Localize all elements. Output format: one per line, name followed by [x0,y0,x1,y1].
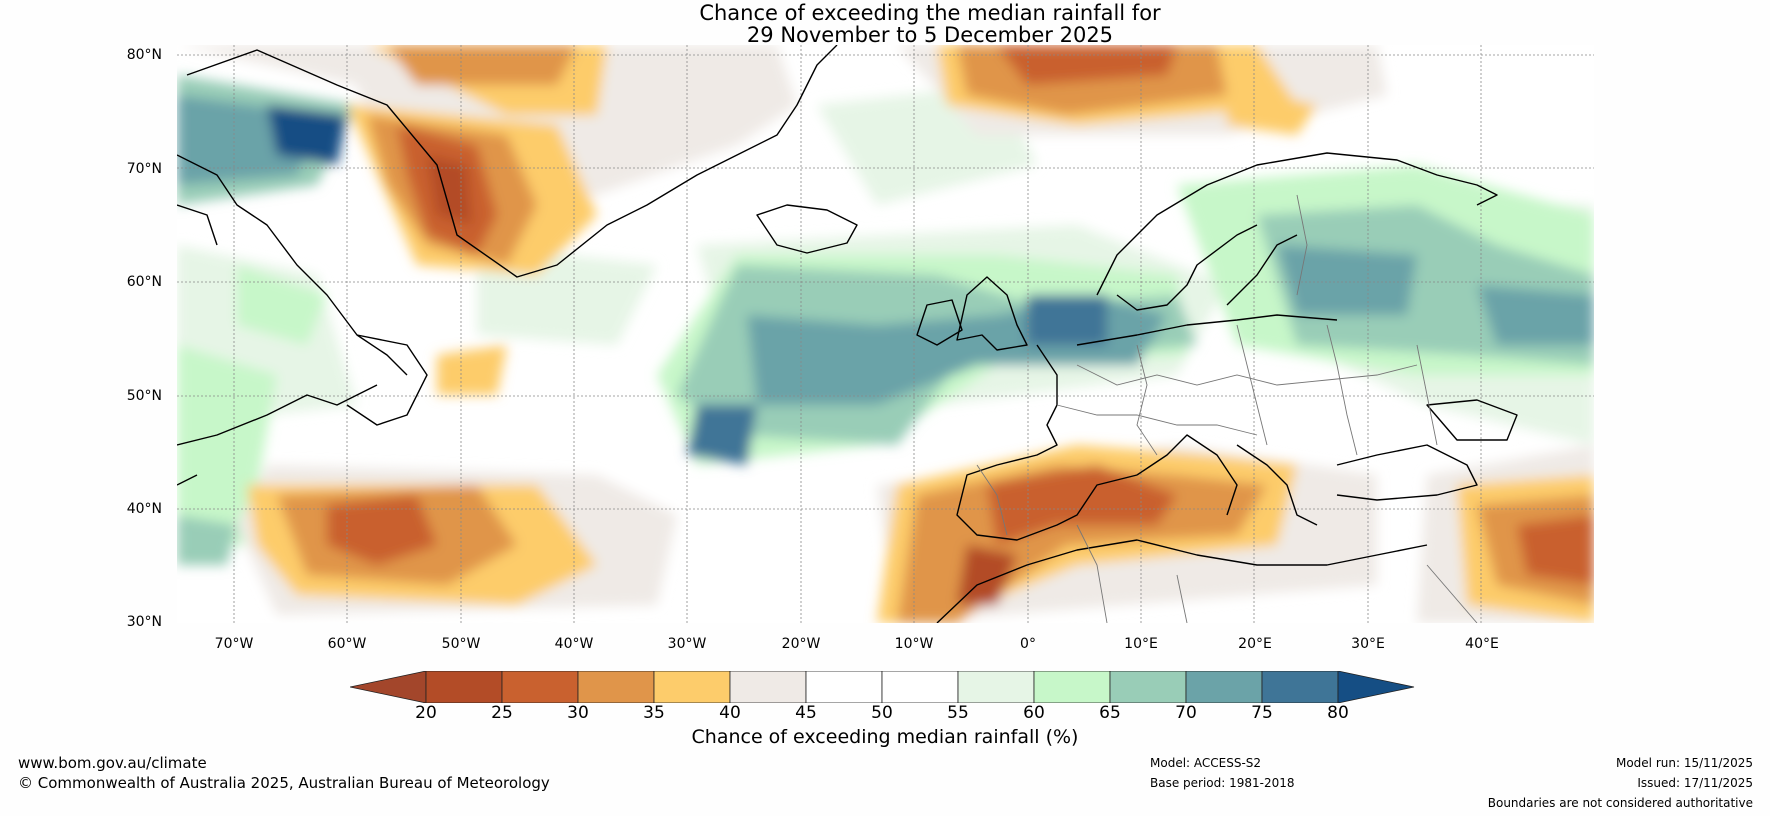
colorbar-segment [501,671,579,703]
footer-issued: Issued: 17/11/2025 [1637,776,1753,790]
lon-label-10w: 10°W [894,636,934,652]
footer-copyright: © Commonwealth of Australia 2025, Austra… [18,774,550,792]
colorbar-tick-label: 40 [719,703,741,723]
colorbar-segment [805,671,883,703]
colorbar-segment [1109,671,1187,703]
colorbar-tick-label: 75 [1251,703,1273,723]
colorbar-segment [1185,671,1263,703]
lon-label-30w: 30°W [667,636,707,652]
lon-label-40e: 40°E [1465,636,1499,652]
colorbar-tick-label: 70 [1175,703,1197,723]
rainfall-probability-map [177,45,1594,623]
lat-label-60n: 60°N [126,274,162,290]
lon-label-20e: 20°E [1238,636,1272,652]
colorbar-segment [957,671,1035,703]
coastlines [177,45,1518,623]
colorbar-segment [577,671,655,703]
colorbar-extend-high [1337,671,1415,703]
lon-label-0: 0° [1020,636,1036,652]
lon-label-20w: 20°W [781,636,821,652]
graticule [177,45,1594,623]
lat-label-70n: 70°N [126,161,162,177]
map-title-line2: 29 November to 5 December 2025 [746,23,1114,47]
lat-label-80n: 80°N [126,47,162,63]
colorbar-tick-label: 55 [947,703,969,723]
colorbar-extend-low [350,671,427,703]
colorbar-segment [425,671,503,703]
colorbar-tick-label: 60 [1023,703,1045,723]
footer-base-period: Base period: 1981-2018 [1150,776,1295,790]
colorbar-tick-label: 20 [415,703,437,723]
colorbar-tick-label: 80 [1327,703,1349,723]
colorbar-segment [881,671,959,703]
lon-label-50w: 50°W [441,636,481,652]
lon-label-30e: 30°E [1351,636,1385,652]
colorbar-segment [653,671,731,703]
footer-model: Model: ACCESS-S2 [1150,756,1262,770]
country-borders [976,194,1478,623]
colorbar [350,671,1415,703]
lon-label-70w: 70°W [214,636,254,652]
colorbar-tick-label: 25 [491,703,513,723]
lon-label-40w: 40°W [554,636,594,652]
footer-model-run: Model run: 15/11/2025 [1615,756,1753,770]
footer-disclaimer: Boundaries are not considered authoritat… [1487,796,1753,810]
colorbar-tick-label: 50 [871,703,893,723]
colorbar-tick-label: 35 [643,703,665,723]
lon-label-60w: 60°W [327,636,367,652]
colorbar-segment [729,671,807,703]
map-title-line1: Chance of exceeding the median rainfall … [699,1,1161,25]
colorbar-segment [1261,671,1339,703]
lat-label-30n: 30°N [126,614,162,630]
colorbar-tick-label: 30 [567,703,589,723]
footer-website: www.bom.gov.au/climate [18,754,207,772]
colorbar-tick-label: 45 [795,703,817,723]
lat-label-50n: 50°N [126,388,162,404]
colorbar-tick-label: 65 [1099,703,1121,723]
lon-label-10e: 10°E [1124,636,1158,652]
colorbar-label: Chance of exceeding median rainfall (%) [691,726,1079,748]
colorbar-segment [1033,671,1111,703]
lat-label-40n: 40°N [126,501,162,517]
